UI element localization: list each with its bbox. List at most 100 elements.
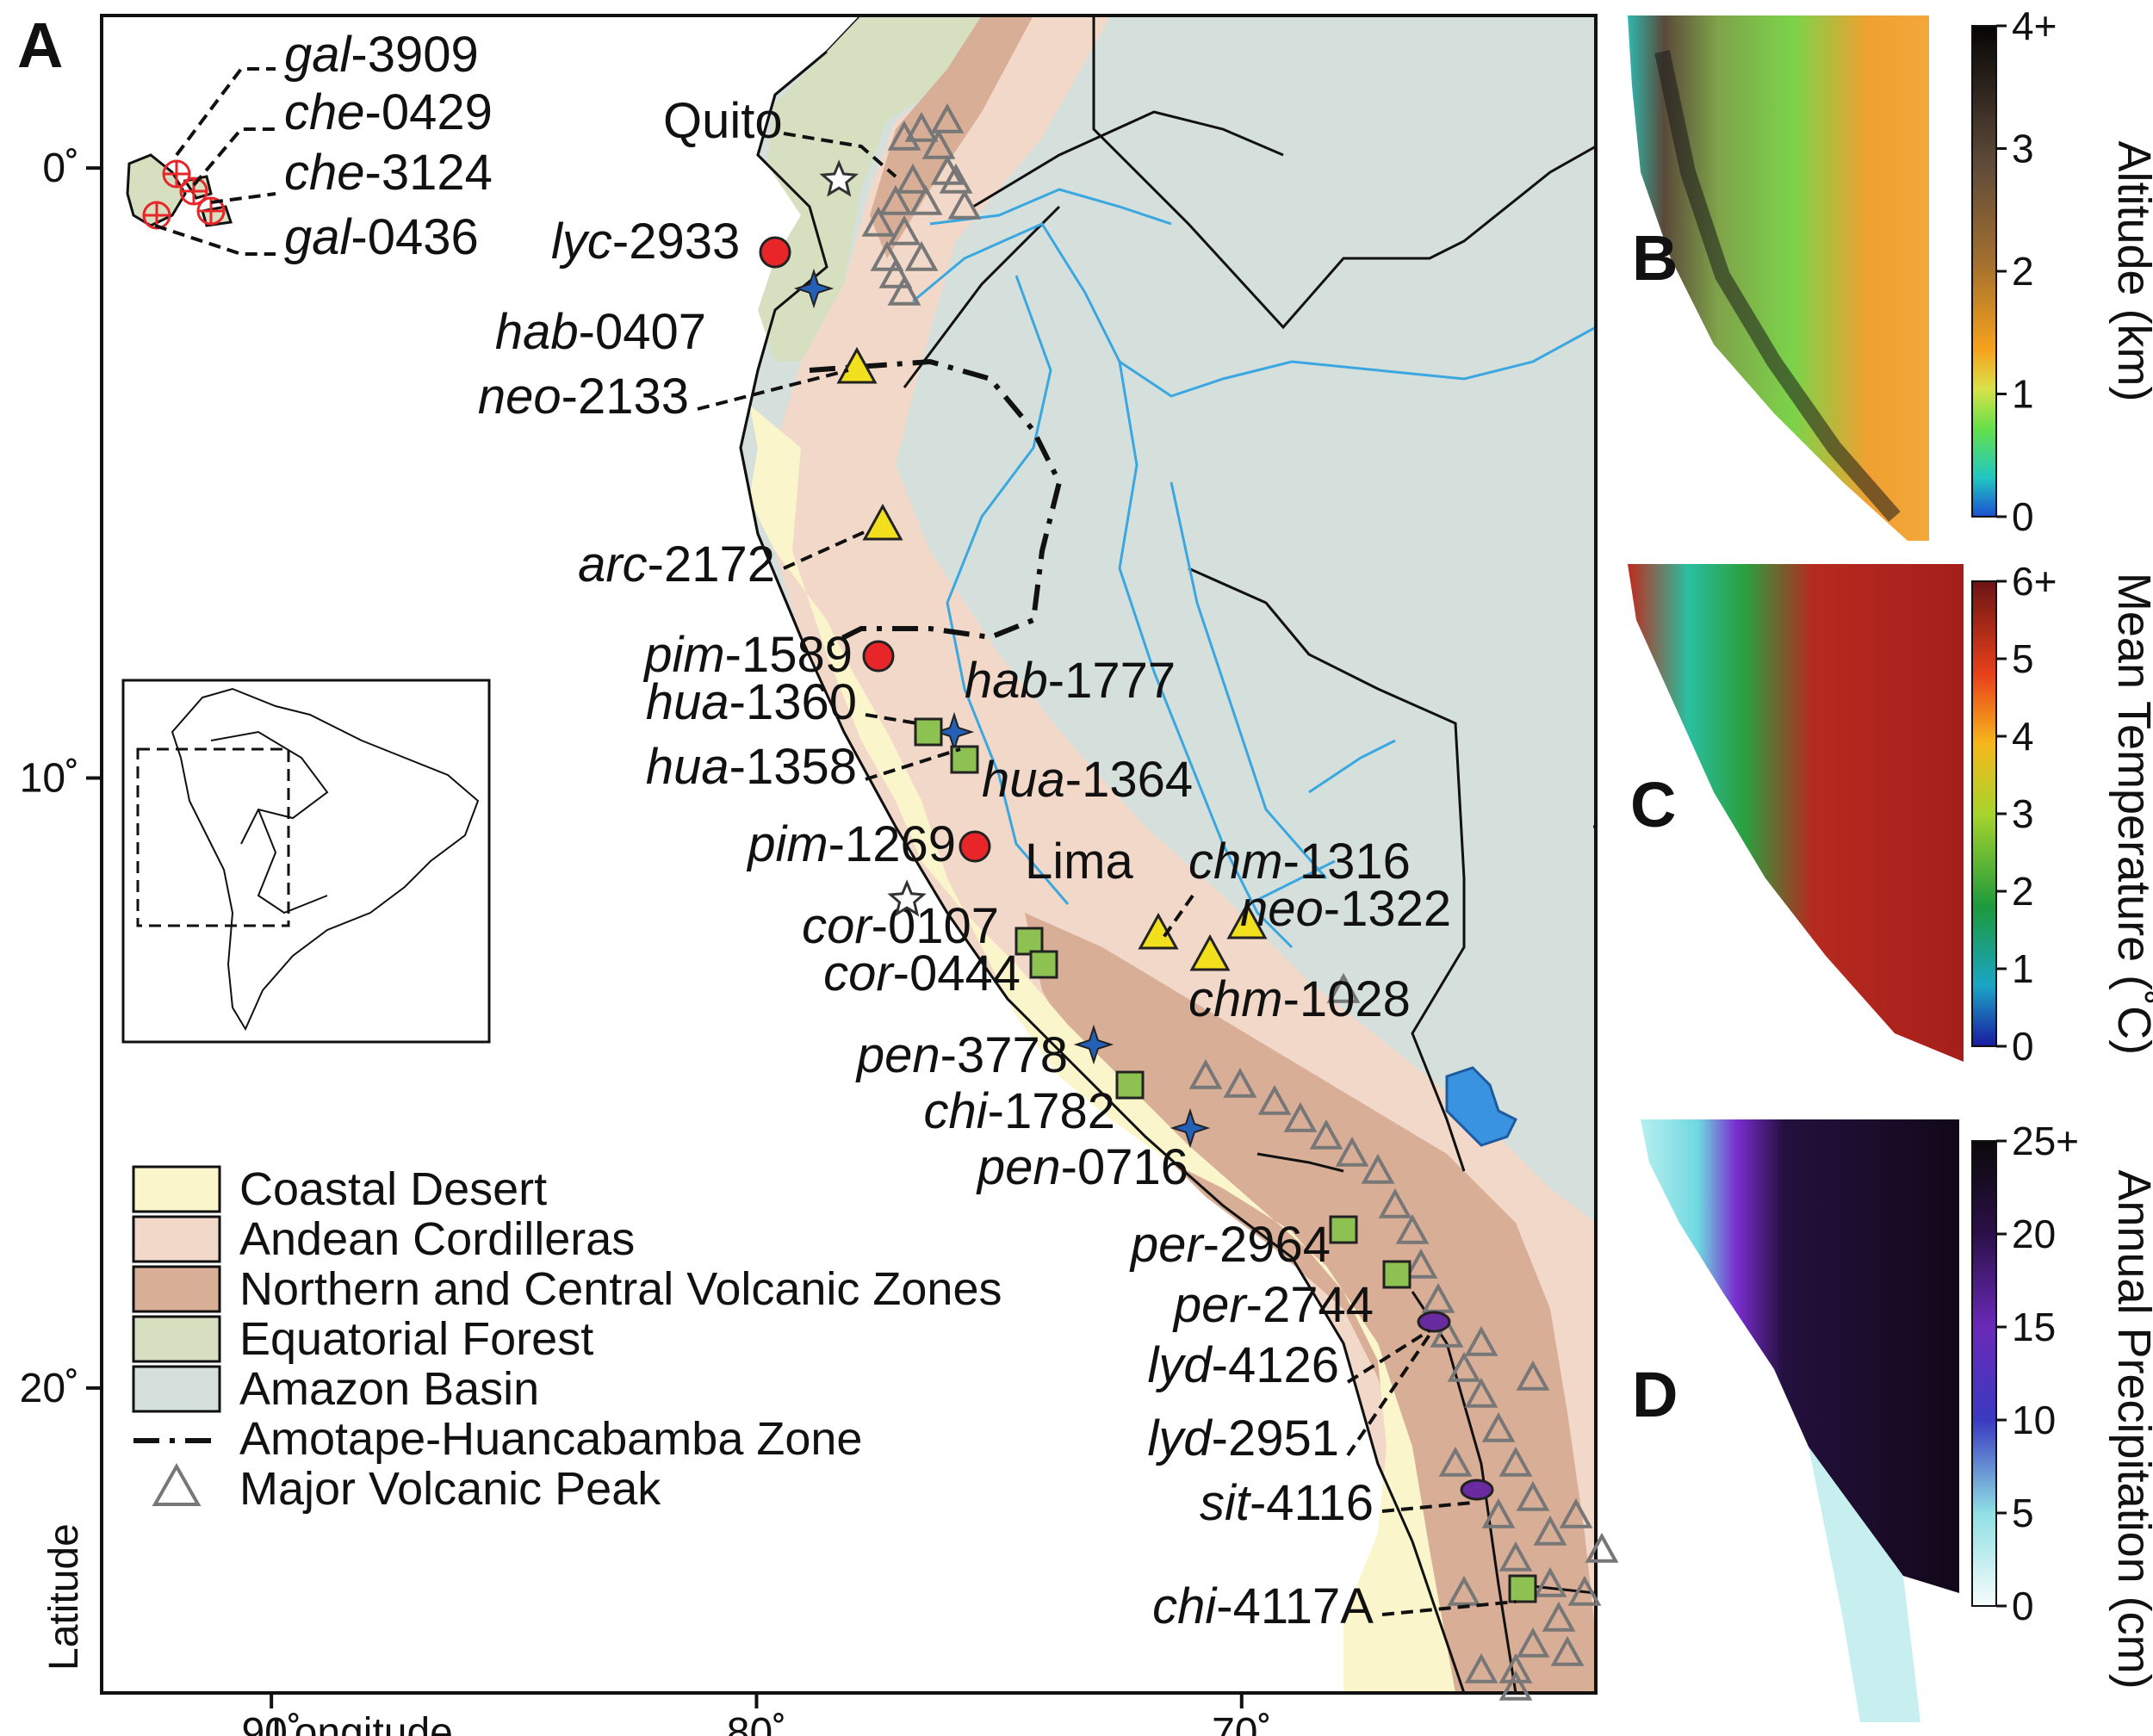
sample-label: gal-0436 [284, 209, 479, 265]
sample-leader-line [1161, 894, 1194, 940]
legend-swatch [132, 1215, 221, 1263]
volcanic-peak-marker [1516, 1627, 1550, 1658]
region-volcanic-zones-south [1025, 913, 1596, 1693]
map-axes: 0˚ 10˚ 20˚ 90˚ 80˚ 70˚ Latitude Longitude [20, 146, 1272, 1736]
colorbar-tick-label: 0 [2012, 494, 2034, 539]
colorbar-tick-label: 15 [2012, 1305, 2056, 1349]
volcanic-peak-marker [1481, 1411, 1516, 1442]
volcanic-peak-marker [887, 214, 921, 245]
colorbar-gradient [1971, 1140, 1997, 1607]
volcanic-peak-marker [1498, 1446, 1533, 1477]
sample-marker-ellipse [1460, 1479, 1494, 1501]
sample-label: neo-1322 [1240, 881, 1451, 937]
legend-swatch [132, 1315, 221, 1363]
lat-tick-label: 10˚ [20, 755, 79, 801]
volcanic-peak-marker [1498, 1652, 1533, 1683]
sample-label: gal-3909 [284, 27, 479, 83]
volcanic-peak-marker [1464, 1652, 1498, 1683]
sample-marker-triangle [1226, 902, 1268, 939]
amotape-huancabamba-zone [809, 358, 1063, 648]
inset-south-america-map [121, 679, 491, 1044]
sample-marker-triangle [862, 503, 903, 541]
sample-label: per-2964 [1129, 1217, 1331, 1273]
city-star-marker [819, 159, 859, 197]
volcanic-peak-marker [861, 206, 896, 237]
sample-marker-circle [759, 236, 791, 269]
sample-label: pim-1269 [746, 816, 956, 872]
legend-label: Major Volcanic Peak [239, 1463, 661, 1515]
colorbar-tick-label: 2 [2012, 869, 2034, 914]
sample-leader-line [865, 713, 918, 725]
sample-leader-line [783, 528, 871, 570]
sample-marker-square [1382, 1260, 1412, 1289]
colorbar-tick-label: 2 [2012, 249, 2034, 294]
volcanic-peak-marker [1421, 1282, 1455, 1313]
sample-marker-circle [862, 640, 895, 673]
sample-marker-star [1073, 1024, 1114, 1065]
volcanic-peak-marker [1516, 1480, 1550, 1511]
sample-leader-line [1381, 1501, 1474, 1513]
volcanic-peak-marker [1481, 1497, 1516, 1528]
panel-label-a: A [17, 9, 63, 81]
colorbar-tick-label: 3 [2012, 791, 2034, 836]
volcanic-peak-marker [1326, 972, 1361, 1003]
sample-label: arc-2172 [578, 536, 775, 592]
colorbar-tick-label: 10 [2012, 1398, 2056, 1442]
volcanic-peak-marker [1567, 1575, 1602, 1606]
volcanic-peak-marker [1550, 1635, 1585, 1666]
volcanic-peak-marker [1498, 1541, 1533, 1572]
volcanic-peak-marker [909, 184, 943, 215]
rivers [912, 188, 1596, 949]
lat-axis-label: Latitude [41, 1523, 87, 1671]
volcanic-peak-marker [1447, 1575, 1481, 1606]
region-coastal-desert [749, 405, 1455, 1693]
legend-label: Amotape-Huancabamba Zone [239, 1413, 862, 1465]
colorbar-tick-label: 4 [2012, 714, 2034, 759]
volcanic-peak-marker [1283, 1101, 1318, 1132]
sample-marker-square [950, 745, 979, 774]
panel-label-b: B [1632, 222, 1678, 294]
sample-label: lyd-4126 [1148, 1337, 1340, 1393]
volcanic-peak-marker [1464, 1325, 1498, 1356]
colorbar-tick-label: 0 [2012, 1584, 2034, 1628]
panel-c [1628, 564, 1964, 1062]
sample-label: hab-1777 [965, 653, 1176, 709]
volcanic-peak-marker [1438, 1446, 1473, 1477]
volcanic-peak-marker [1533, 1566, 1567, 1597]
colorbar-title: Mean Temperature (˚C) [2108, 573, 2153, 1055]
colorbar-tick-label: 5 [2012, 636, 2034, 681]
colorbar-tick-label: 1 [2012, 946, 2034, 991]
sample-leader-line [1346, 1333, 1431, 1457]
volcanic-peak-marker [878, 257, 913, 288]
volcanic-peak-marker [896, 163, 930, 194]
sample-label: cor-0444 [823, 946, 1021, 1001]
volcanic-peak-marker [878, 184, 913, 215]
sample-marker-triangle [836, 346, 878, 384]
city-star-marker [887, 879, 927, 917]
city-leader-line [783, 132, 897, 178]
sample-marker-square [1508, 1574, 1537, 1603]
sample-label: pen-3778 [855, 1027, 1068, 1083]
sample-label: lyc-2933 [551, 214, 740, 270]
inset-extent-box [136, 747, 290, 927]
colorbar-tick-label: 20 [2012, 1212, 2056, 1256]
volcanic-peak-marker [1498, 1670, 1533, 1701]
sample-leader-line [210, 192, 276, 204]
sample-label: chm-1028 [1188, 971, 1411, 1027]
map-frame [100, 14, 1598, 1695]
lat-tick-label: 20˚ [20, 1366, 79, 1411]
volcanic-peak-marker [1361, 1153, 1395, 1184]
sample-label: sit-4116 [1200, 1475, 1374, 1531]
sample-marker-square [1329, 1215, 1358, 1244]
volcanic-peak-marker [1335, 1136, 1369, 1167]
colorbar-tick-label: 3 [2012, 127, 2034, 171]
legend-swatch [132, 1365, 221, 1413]
legend-swatch [132, 1265, 221, 1313]
volcanic-peak-marker [1585, 1532, 1619, 1563]
legend-label: Andean Cordilleras [239, 1213, 635, 1265]
volcanic-peak-marker [921, 128, 956, 159]
colorbars: 0 1 2 3 4+ Altitude (km) 0 1 2 3 4 5 6+ Mean Temperat… [1971, 3, 2153, 1690]
volcanic-peak-marker [904, 240, 939, 271]
legend-label: Amazon Basin [239, 1363, 539, 1415]
